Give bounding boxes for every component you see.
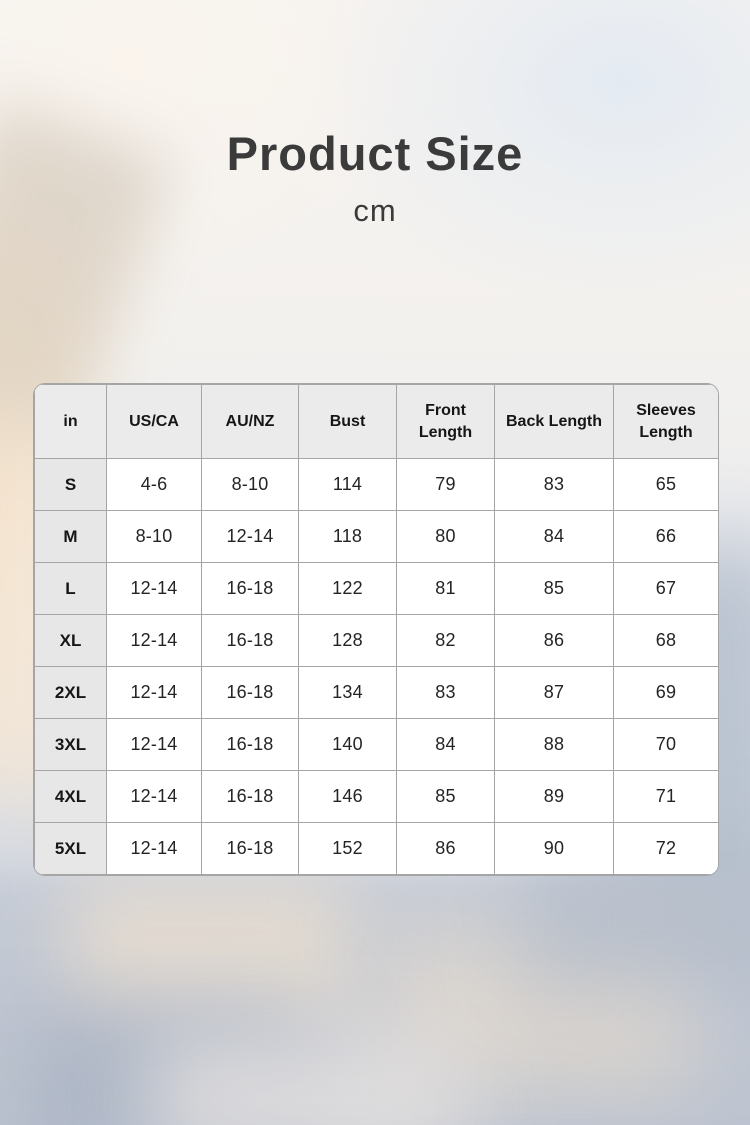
sleeves-length-cell: 66 xyxy=(613,510,718,563)
sleeves-length-cell: 68 xyxy=(613,614,718,667)
back-length-cell: 85 xyxy=(494,562,614,615)
column-header-back-length: Back Length xyxy=(494,384,614,459)
back-length-cell: 83 xyxy=(494,458,614,511)
bust-cell: 140 xyxy=(298,718,397,771)
table-row: 2XL 12-14 16-18 134 83 87 69 xyxy=(34,666,718,719)
size-table-body: S 4-6 8-10 114 79 83 65 M 8-10 12-14 118 xyxy=(34,458,718,875)
table-row: 5XL 12-14 16-18 152 86 90 72 xyxy=(34,822,718,875)
au-nz-cell: 16-18 xyxy=(201,770,299,823)
unit-label: cm xyxy=(353,193,397,228)
back-length-cell: 88 xyxy=(494,718,614,771)
bust-cell: 134 xyxy=(298,666,397,719)
front-length-cell: 79 xyxy=(396,458,495,511)
us-ca-cell: 4-6 xyxy=(106,458,202,511)
page-title: Product Size xyxy=(226,127,524,180)
size-table: in US/CA AU/NZ Bust Front Length Back Le… xyxy=(34,384,718,875)
background-cloud-highlight xyxy=(70,880,350,1030)
sleeves-length-cell: 72 xyxy=(613,822,718,875)
back-length-cell: 87 xyxy=(494,666,614,719)
background-cloud-bank xyxy=(0,880,750,1125)
background-cloud-shadow xyxy=(30,1000,310,1125)
back-length-cell: 84 xyxy=(494,510,614,563)
sleeves-length-cell: 65 xyxy=(613,458,718,511)
sleeves-length-cell: 67 xyxy=(613,562,718,615)
column-header-in: in xyxy=(34,384,107,459)
us-ca-cell: 12-14 xyxy=(106,770,202,823)
au-nz-cell: 12-14 xyxy=(201,510,299,563)
au-nz-cell: 16-18 xyxy=(201,822,299,875)
size-label-cell: XL xyxy=(34,614,107,667)
au-nz-cell: 16-18 xyxy=(201,562,299,615)
sleeves-length-cell: 70 xyxy=(613,718,718,771)
background-cloud-highlight xyxy=(380,930,690,1090)
bust-cell: 146 xyxy=(298,770,397,823)
size-label-cell: S xyxy=(34,458,107,511)
table-row: 3XL 12-14 16-18 140 84 88 70 xyxy=(34,718,718,771)
us-ca-cell: 12-14 xyxy=(106,666,202,719)
column-header-bust: Bust xyxy=(298,384,397,459)
front-length-cell: 86 xyxy=(396,822,495,875)
table-row: XL 12-14 16-18 128 82 86 68 xyxy=(34,614,718,667)
column-header-au-nz: AU/NZ xyxy=(201,384,299,459)
bust-cell: 128 xyxy=(298,614,397,667)
column-header-us-ca: US/CA xyxy=(106,384,202,459)
front-length-cell: 84 xyxy=(396,718,495,771)
column-header-sleeves-length: Sleeves Length xyxy=(613,384,718,459)
bust-cell: 152 xyxy=(298,822,397,875)
table-row: S 4-6 8-10 114 79 83 65 xyxy=(34,458,718,511)
au-nz-cell: 16-18 xyxy=(201,718,299,771)
us-ca-cell: 12-14 xyxy=(106,718,202,771)
table-row: 4XL 12-14 16-18 146 85 89 71 xyxy=(34,770,718,823)
size-table-container: in US/CA AU/NZ Bust Front Length Back Le… xyxy=(33,383,719,876)
size-label-cell: 2XL xyxy=(34,666,107,719)
front-length-cell: 80 xyxy=(396,510,495,563)
front-length-cell: 85 xyxy=(396,770,495,823)
us-ca-cell: 12-14 xyxy=(106,822,202,875)
bust-cell: 122 xyxy=(298,562,397,615)
front-length-cell: 83 xyxy=(396,666,495,719)
table-row: M 8-10 12-14 118 80 84 66 xyxy=(34,510,718,563)
us-ca-cell: 12-14 xyxy=(106,562,202,615)
bust-cell: 118 xyxy=(298,510,397,563)
size-label-cell: L xyxy=(34,562,107,615)
size-label-cell: 4XL xyxy=(34,770,107,823)
au-nz-cell: 16-18 xyxy=(201,614,299,667)
title-block: Product Size cm xyxy=(0,126,750,229)
size-label-cell: 5XL xyxy=(34,822,107,875)
background-cloud-highlight xyxy=(150,1035,470,1125)
us-ca-cell: 8-10 xyxy=(106,510,202,563)
sleeves-length-cell: 69 xyxy=(613,666,718,719)
au-nz-cell: 8-10 xyxy=(201,458,299,511)
sleeves-length-cell: 71 xyxy=(613,770,718,823)
back-length-cell: 90 xyxy=(494,822,614,875)
back-length-cell: 89 xyxy=(494,770,614,823)
front-length-cell: 81 xyxy=(396,562,495,615)
us-ca-cell: 12-14 xyxy=(106,614,202,667)
front-length-cell: 82 xyxy=(396,614,495,667)
au-nz-cell: 16-18 xyxy=(201,666,299,719)
column-header-front-length: Front Length xyxy=(396,384,495,459)
size-table-header: in US/CA AU/NZ Bust Front Length Back Le… xyxy=(34,384,718,459)
size-label-cell: 3XL xyxy=(34,718,107,771)
table-row: L 12-14 16-18 122 81 85 67 xyxy=(34,562,718,615)
header-row: in US/CA AU/NZ Bust Front Length Back Le… xyxy=(34,384,718,459)
size-label-cell: M xyxy=(34,510,107,563)
bust-cell: 114 xyxy=(298,458,397,511)
back-length-cell: 86 xyxy=(494,614,614,667)
